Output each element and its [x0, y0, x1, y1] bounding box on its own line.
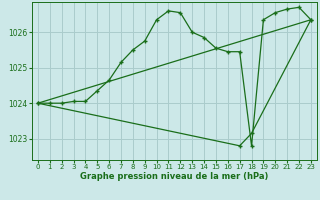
- X-axis label: Graphe pression niveau de la mer (hPa): Graphe pression niveau de la mer (hPa): [80, 172, 268, 181]
